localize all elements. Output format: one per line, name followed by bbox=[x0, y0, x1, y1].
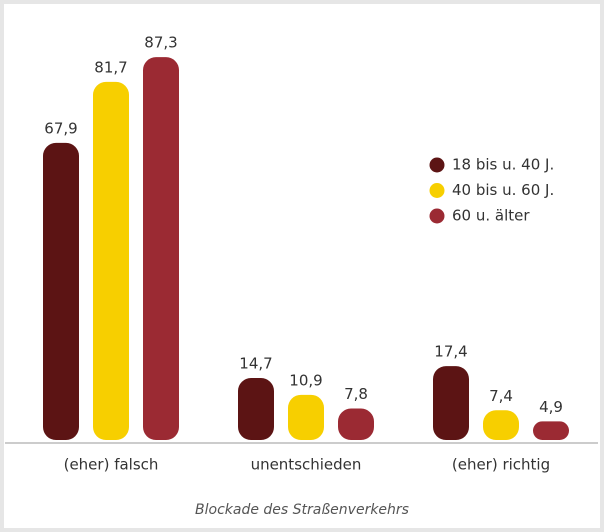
bar bbox=[93, 81, 129, 441]
value-label: 81,7 bbox=[94, 58, 127, 76]
value-label: 87,3 bbox=[144, 34, 177, 52]
legend-swatch bbox=[429, 157, 445, 173]
bar bbox=[288, 394, 324, 440]
legend-label: 40 bis u. 60 J. bbox=[452, 181, 554, 199]
value-label: 17,4 bbox=[434, 343, 467, 361]
bar bbox=[143, 57, 179, 440]
bar bbox=[238, 378, 274, 440]
legend-label: 18 bis u. 40 J. bbox=[452, 156, 554, 174]
value-label: 10,9 bbox=[289, 371, 322, 389]
value-label: 4,9 bbox=[539, 398, 563, 416]
x-tick-label: unentschieden bbox=[251, 456, 362, 474]
bar bbox=[483, 410, 519, 440]
x-axis-label: Blockade des Straßenverkehrs bbox=[195, 502, 409, 518]
bar bbox=[338, 408, 374, 440]
x-tick-label: (eher) falsch bbox=[64, 456, 159, 474]
bar bbox=[43, 142, 79, 440]
value-label: 67,9 bbox=[44, 119, 77, 137]
legend-swatch bbox=[429, 208, 445, 224]
value-label: 14,7 bbox=[239, 355, 272, 373]
bar bbox=[533, 421, 569, 440]
legend-label: 60 u. älter bbox=[452, 207, 530, 225]
bar bbox=[433, 366, 469, 440]
legend-swatch bbox=[429, 183, 445, 198]
x-tick-label: (eher) richtig bbox=[452, 456, 550, 474]
value-label: 7,8 bbox=[344, 385, 368, 403]
value-label: 7,4 bbox=[489, 387, 513, 405]
